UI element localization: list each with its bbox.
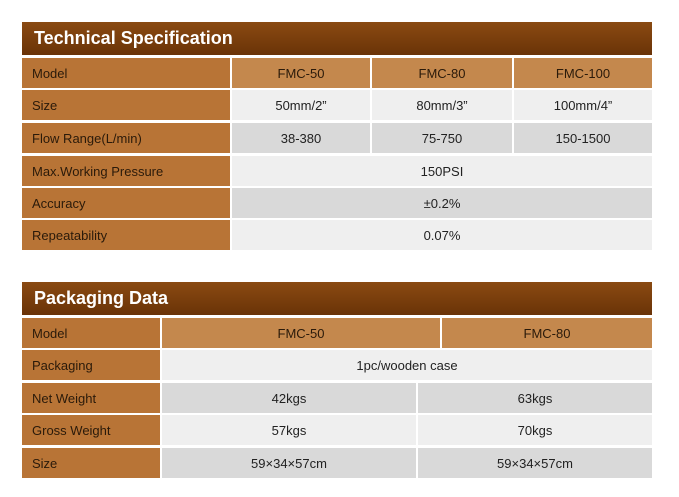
cell: 80mm/3” [372, 90, 512, 120]
table-title: Packaging Data [22, 282, 652, 315]
row-label: Size [22, 90, 230, 120]
cell: 38-380 [232, 123, 370, 153]
cell: 150PSI [232, 156, 652, 186]
header-cell: FMC-100 [514, 58, 652, 88]
cell: 57kgs [162, 415, 416, 445]
row-label: Packaging [22, 350, 160, 380]
cell: 63kgs [418, 383, 652, 413]
header-cell: FMC-80 [372, 58, 512, 88]
cell: 50mm/2” [232, 90, 370, 120]
row-label: Gross Weight [22, 415, 160, 445]
cell: 75-750 [372, 123, 512, 153]
cell: 70kgs [418, 415, 652, 445]
row-label: Flow Range(L/min) [22, 123, 230, 153]
header-cell: Model [22, 318, 160, 348]
row-label: Size [22, 448, 160, 478]
cell: 59×34×57cm [162, 448, 416, 478]
table-title: Technical Specification [22, 22, 652, 55]
cell: 42kgs [162, 383, 416, 413]
cell: 150-1500 [514, 123, 652, 153]
header-cell: Model [22, 58, 230, 88]
cell: 0.07% [232, 220, 652, 250]
header-cell: FMC-50 [232, 58, 370, 88]
cell: 100mm/4” [514, 90, 652, 120]
row-label: Repeatability [22, 220, 230, 250]
row-label: Net Weight [22, 383, 160, 413]
cell: 1pc/wooden case [162, 350, 652, 380]
cell: ±0.2% [232, 188, 652, 218]
row-label: Accuracy [22, 188, 230, 218]
header-cell: FMC-80 [442, 318, 652, 348]
row-label: Max.Working Pressure [22, 156, 230, 186]
header-cell: FMC-50 [162, 318, 440, 348]
cell: 59×34×57cm [418, 448, 652, 478]
